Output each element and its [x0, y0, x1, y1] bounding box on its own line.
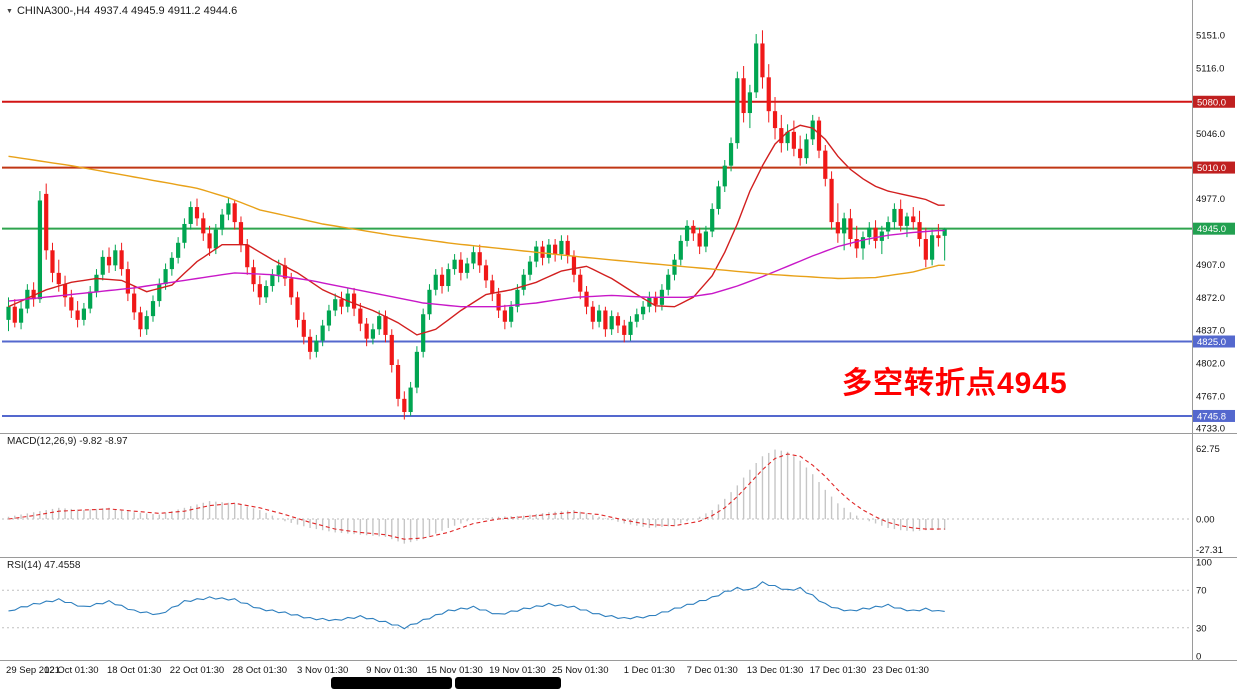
svg-text:1 Dec 01:30: 1 Dec 01:30: [624, 665, 675, 676]
panel-separators: [0, 0, 1237, 661]
svg-text:5116.0: 5116.0: [1196, 63, 1224, 74]
svg-text:5151.0: 5151.0: [1196, 31, 1225, 42]
taskbar-fragment-left[interactable]: [331, 677, 452, 689]
chart-title: ▼ CHINA300-,H4 4937.4 4945.9 4911.2 4944…: [6, 5, 237, 17]
horizontal-level-lines[interactable]: [2, 100, 1192, 417]
ma-magenta: [8, 229, 945, 308]
svg-text:4872.0: 4872.0: [1196, 293, 1225, 304]
price-level-badge: [1193, 409, 1235, 422]
svg-text:17 Dec 01:30: 17 Dec 01:30: [810, 665, 867, 676]
svg-text:-27.31: -27.31: [1196, 545, 1223, 556]
macd-indicator-label: MACD(12,26,9) -9.82 -8.97: [7, 436, 128, 447]
svg-text:29 Sep 2021: 29 Sep 2021: [6, 665, 60, 676]
svg-text:30: 30: [1196, 623, 1207, 634]
svg-text:5010.0: 5010.0: [1197, 163, 1226, 174]
svg-text:12 Oct 01:30: 12 Oct 01:30: [44, 665, 98, 676]
ohlc-readout: 4937.4 4945.9 4911.2 4944.6: [94, 5, 238, 17]
svg-text:3 Nov 01:30: 3 Nov 01:30: [297, 665, 348, 676]
ma-orange: [8, 155, 945, 280]
price-level-badge: [1193, 95, 1235, 108]
svg-text:13 Dec 01:30: 13 Dec 01:30: [747, 665, 804, 676]
svg-text:18 Oct 01:30: 18 Oct 01:30: [107, 665, 161, 676]
price-annotation: 多空转折点4945: [842, 367, 1068, 400]
rsi-indicator-label: RSI(14) 47.4558: [7, 560, 81, 571]
svg-text:62.75: 62.75: [1196, 444, 1220, 455]
symbol-timeframe: CHINA300-,H4: [16, 5, 91, 17]
collapse-triangle-icon[interactable]: ▼: [6, 7, 13, 15]
svg-text:15 Nov 01:30: 15 Nov 01:30: [426, 665, 483, 676]
svg-text:25 Nov 01:30: 25 Nov 01:30: [552, 665, 609, 676]
svg-text:100: 100: [1196, 558, 1212, 569]
price-level-badge: [1193, 222, 1235, 235]
svg-text:4802.0: 4802.0: [1196, 359, 1225, 370]
taskbar-fragment-right[interactable]: [455, 677, 561, 689]
svg-text:4977.0: 4977.0: [1196, 194, 1225, 205]
rsi-line: [8, 581, 945, 630]
macd-signal-line: [8, 453, 945, 540]
svg-text:4907.0: 4907.0: [1196, 260, 1225, 271]
svg-text:0: 0: [1196, 652, 1201, 663]
svg-text:5080.0: 5080.0: [1197, 97, 1226, 108]
svg-text:4733.0: 4733.0: [1196, 424, 1225, 435]
candles[interactable]: [6, 30, 947, 420]
svg-text:7 Dec 01:30: 7 Dec 01:30: [687, 665, 738, 676]
svg-text:19 Nov 01:30: 19 Nov 01:30: [489, 665, 546, 676]
svg-text:28 Oct 01:30: 28 Oct 01:30: [233, 665, 287, 676]
svg-text:9 Nov 01:30: 9 Nov 01:30: [366, 665, 417, 676]
rsi-panel[interactable]: 100 70 30 0: [2, 558, 1212, 663]
moving-averages: [8, 124, 945, 336]
ma-red: [8, 124, 945, 336]
svg-text:4745.8: 4745.8: [1197, 411, 1226, 422]
price-level-badge: [1193, 161, 1235, 174]
svg-text:23 Dec 01:30: 23 Dec 01:30: [872, 665, 929, 676]
svg-text:70: 70: [1196, 586, 1207, 597]
macd-panel[interactable]: 62.75 0.00 -27.31: [2, 444, 1223, 556]
price-axis: 5151.0 5116.0 5046.0 4977.0 4907.0 4872.0 4837…: [1193, 31, 1235, 435]
price-level-badge: [1193, 335, 1235, 348]
svg-text:4825.0: 4825.0: [1197, 337, 1226, 348]
svg-text:4767.0: 4767.0: [1196, 392, 1225, 403]
svg-text:5046.0: 5046.0: [1196, 129, 1225, 140]
svg-text:22 Oct 01:30: 22 Oct 01:30: [170, 665, 224, 676]
svg-text:4945.0: 4945.0: [1197, 224, 1226, 235]
svg-text:0.00: 0.00: [1196, 515, 1215, 526]
svg-text:4837.0: 4837.0: [1196, 326, 1225, 337]
